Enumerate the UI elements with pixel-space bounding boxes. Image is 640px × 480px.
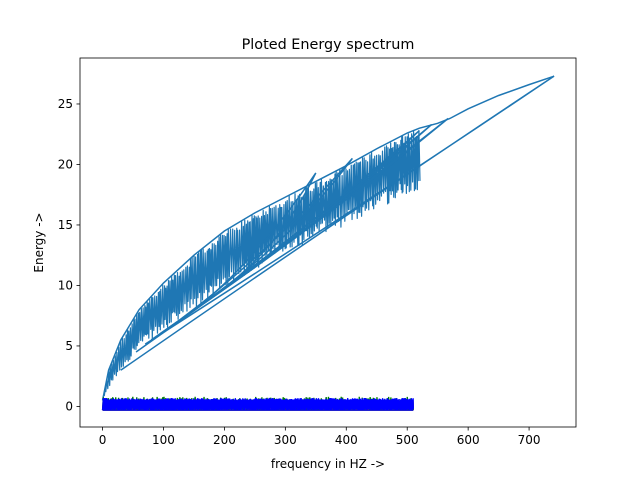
plot-area (101, 75, 555, 411)
y-tick-label: 20 (58, 158, 73, 172)
x-axis: 0 100 200 300 400 500 600 700 (99, 427, 541, 447)
y-axis-label: Energy -> (32, 212, 46, 272)
y-tick-label: 25 (58, 97, 73, 111)
y-axis: 0 5 10 15 20 25 (58, 97, 80, 414)
x-tick-label: 600 (457, 433, 480, 447)
plot-marks (101, 75, 555, 411)
energy-curve-upper (101, 75, 555, 401)
x-tick-label: 300 (274, 433, 297, 447)
x-tick-label: 200 (213, 433, 236, 447)
blue-band-strokes (101, 397, 414, 411)
x-tick-label: 700 (518, 433, 541, 447)
x-tick-label: 0 (99, 433, 107, 447)
y-tick-label: 0 (65, 400, 73, 414)
y-tick-label: 10 (58, 279, 73, 293)
axes-frame (79, 57, 577, 428)
energy-curve-excursion (166, 130, 420, 330)
x-axis-label: frequency in HZ -> (271, 457, 385, 471)
blue-band-series (101, 397, 414, 411)
energy-curve-excursion (196, 172, 317, 309)
chart-title: Ploted Energy spectrum (242, 37, 415, 53)
energy-curve-series (101, 75, 555, 401)
y-tick-label: 15 (58, 218, 73, 232)
x-tick-label: 100 (152, 433, 175, 447)
energy-curve-excursion (120, 75, 555, 371)
energy-curve-fill-strokes (101, 130, 421, 401)
x-tick-label: 500 (396, 433, 419, 447)
x-tick-label: 400 (335, 433, 358, 447)
energy-curve-excursion (181, 157, 353, 319)
y-tick-label: 5 (65, 339, 73, 353)
